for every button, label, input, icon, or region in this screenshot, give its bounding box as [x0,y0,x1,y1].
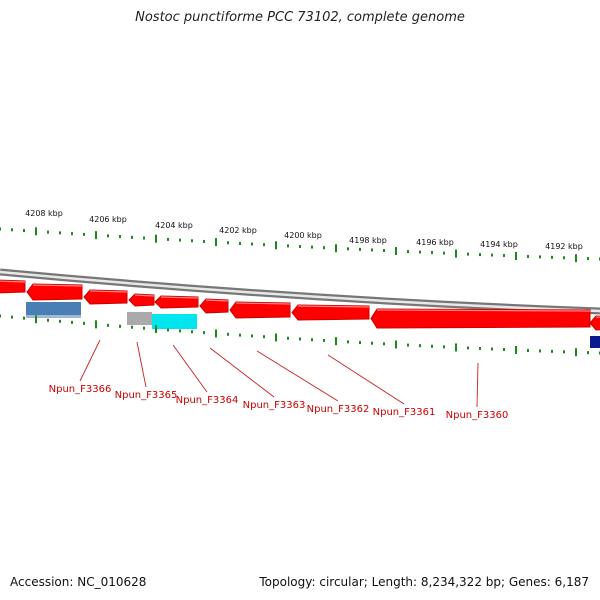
gene-arrow [128,293,155,307]
tick-label-4206: 4206 kbp [89,215,127,224]
label-leader-line [256,350,339,402]
gene-arrow [291,304,370,321]
label-leader-line [79,339,101,382]
tick-track-outer [0,227,600,263]
gene-label-Npun_F3365: Npun_F3365 [115,390,178,401]
label-leader-line [327,354,405,405]
accession-text: Accession: NC_010628 [10,575,147,589]
gene-label-Npun_F3362: Npun_F3362 [307,404,370,415]
gene-arrow [370,308,591,329]
feature-gray [127,312,152,325]
tick-label-4200: 4200 kbp [284,231,322,240]
tick-label-4198: 4198 kbp [349,236,387,245]
label-leader-line [209,347,275,398]
gene-arrow-highlight [89,290,128,293]
tick-label-4192: 4192 kbp [545,242,583,251]
tick-track-inner [0,314,600,357]
gene-label-Npun_F3363: Npun_F3363 [243,400,306,411]
tick-label-4202: 4202 kbp [219,226,257,235]
label-leader-line [136,341,147,388]
gene-label-Npun_F3361: Npun_F3361 [373,407,436,418]
gene-arrow [154,295,199,309]
gene-arrow [0,279,26,294]
genome-backbone-highlight [0,270,600,313]
label-leader-line [172,344,208,393]
tick-label-4208: 4208 kbp [25,209,63,218]
tick-labels: 4208 kbp 4206 kbp 4204 kbp 4202 kbp 4200 kbp… [25,209,583,251]
gene-label-Npun_F3364: Npun_F3364 [176,395,239,406]
map-title: Nostoc punctiforme PCC 73102, complete g… [135,10,465,25]
gene-arrow [589,315,600,331]
gene-arrow-highlight [0,280,26,283]
gene-arrow [199,298,229,314]
gene-arrow-highlight [134,294,155,297]
gene-arrow-highlight [205,299,229,302]
gene-arrow [26,283,83,301]
label-leader-line [476,362,479,408]
feature-steelblue-shadow [26,315,81,318]
feature-cyan [152,314,197,329]
gene-label-Npun_F3360: Npun_F3360 [446,410,509,421]
tick-label-4194: 4194 kbp [480,240,518,249]
feature-steelblue [26,302,81,316]
gene-arrow-highlight [32,284,83,287]
gene-arrow-highlight [160,296,199,299]
gene-arrow [83,289,128,305]
feature-track [26,302,600,348]
tick-label-4204: 4204 kbp [155,221,193,230]
gene-arrow-highlight [297,305,370,308]
gene-arrow [229,301,291,319]
gene-track [0,279,600,331]
gene-arrow-highlight [376,309,591,312]
feature-navy [590,336,600,348]
gene-arrow-highlight [595,316,600,318]
genome-summary-text: Topology: circular; Length: 8,234,322 bp… [259,575,589,589]
gene-label-Npun_F3366: Npun_F3366 [49,384,112,395]
tick-label-4196: 4196 kbp [416,238,454,247]
gene-arrow-highlight [235,302,291,305]
